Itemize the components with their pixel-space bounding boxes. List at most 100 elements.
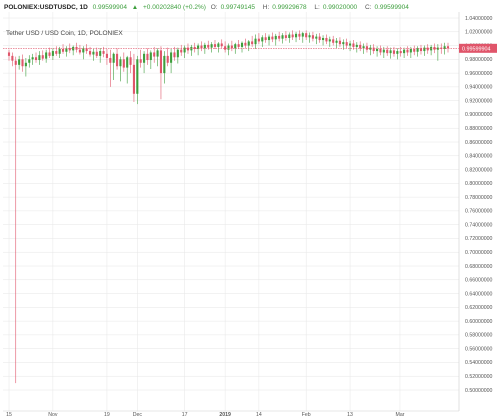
candle-body — [220, 43, 223, 47]
candle — [166, 47, 169, 67]
candle-body — [376, 49, 379, 52]
candle — [322, 35, 325, 46]
open-value: 0.99749145 — [220, 4, 255, 11]
candle-body — [382, 49, 385, 53]
candle — [419, 44, 423, 55]
candle — [359, 41, 362, 52]
candle-body — [338, 40, 341, 45]
candle-body — [392, 50, 396, 54]
candle — [61, 44, 65, 54]
high-label: H: — [262, 4, 270, 11]
candle — [332, 35, 335, 46]
candle-body — [95, 51, 98, 56]
y-tick-label: 0.86000000 — [465, 140, 493, 146]
y-tick-label: 0.70000000 — [465, 250, 493, 256]
candle-body — [345, 42, 348, 46]
candle — [75, 42, 78, 53]
candle — [423, 45, 426, 56]
candle-body — [322, 37, 325, 41]
candle — [379, 45, 382, 56]
candle — [78, 44, 81, 55]
candle-body — [281, 35, 284, 39]
candle — [264, 33, 267, 43]
candle-body — [14, 60, 17, 65]
candle — [240, 41, 244, 53]
candle — [213, 40, 217, 49]
y-tick-label: 0.52000000 — [465, 374, 493, 380]
candle — [413, 45, 416, 56]
y-tick-label: 0.80000000 — [465, 181, 493, 187]
y-tick-label: 0.76000000 — [465, 209, 493, 215]
y-tick-label: 0.62000000 — [465, 305, 493, 311]
candle-body — [11, 55, 14, 61]
candle — [220, 39, 223, 49]
candle — [298, 30, 301, 41]
candle — [119, 56, 122, 82]
candle-body — [251, 41, 254, 45]
close-label: C: — [364, 4, 372, 11]
y-tick-label: 1.04000000 — [465, 16, 493, 22]
x-tick-label: 14 — [256, 412, 262, 418]
candle-body — [102, 51, 105, 54]
candle — [153, 46, 156, 63]
candle-body — [55, 51, 58, 54]
candle-body — [146, 53, 149, 61]
candle — [382, 46, 385, 58]
candle — [112, 52, 115, 80]
last-price-tag — [459, 43, 497, 53]
candle — [345, 38, 348, 49]
candle-body — [45, 52, 48, 59]
candle — [109, 49, 112, 87]
candle — [227, 43, 230, 56]
candle-body — [224, 46, 227, 50]
candle-body — [48, 52, 51, 56]
candle — [335, 37, 338, 49]
candle — [122, 52, 125, 72]
candle — [403, 47, 406, 58]
candle-body — [305, 33, 308, 38]
candle-body — [41, 55, 44, 59]
candle — [136, 55, 139, 105]
candle-body — [267, 36, 271, 41]
candle — [41, 50, 44, 61]
close-value: 0.99599904 — [374, 4, 409, 11]
candle-body — [291, 34, 294, 38]
candle-body — [362, 46, 365, 49]
candle-body — [24, 62, 27, 67]
candle-body — [325, 37, 328, 42]
candle — [197, 43, 200, 56]
candle-body — [61, 49, 65, 52]
candle — [45, 49, 48, 63]
candle — [247, 40, 250, 52]
candle — [126, 55, 129, 84]
last-price: 0.99599904 — [92, 4, 127, 11]
candle-body — [342, 42, 345, 45]
candle — [251, 35, 254, 47]
candle-body — [379, 49, 382, 53]
candle — [105, 49, 108, 65]
candle-body — [170, 52, 173, 63]
x-tick-label: 2019 — [219, 412, 231, 418]
time-axis[interactable]: 15 Nov 19 Dec 17 2019 14 Feb 13 Mar — [3, 410, 459, 418]
candle — [21, 54, 24, 72]
candle-body — [197, 45, 200, 49]
x-tick-label: 15 — [6, 412, 12, 418]
candle — [278, 31, 281, 42]
x-tick-label: Dec — [133, 412, 143, 418]
candle — [217, 42, 220, 53]
candle — [68, 43, 71, 54]
candle-body — [369, 47, 372, 50]
candle — [99, 48, 102, 63]
y-tick-label: 0.72000000 — [465, 236, 493, 242]
triangle-up-icon: ▲ — [131, 4, 139, 11]
candle-body — [28, 59, 31, 63]
candle — [58, 46, 61, 58]
candle-body — [247, 41, 250, 46]
price-axis[interactable]: 1.040000001.020000001.000000000.98000000… — [458, 12, 497, 411]
candle — [426, 44, 429, 54]
candle-body — [88, 51, 92, 55]
candle-body — [308, 35, 311, 38]
candle-body — [153, 52, 156, 57]
candles — [7, 30, 450, 384]
